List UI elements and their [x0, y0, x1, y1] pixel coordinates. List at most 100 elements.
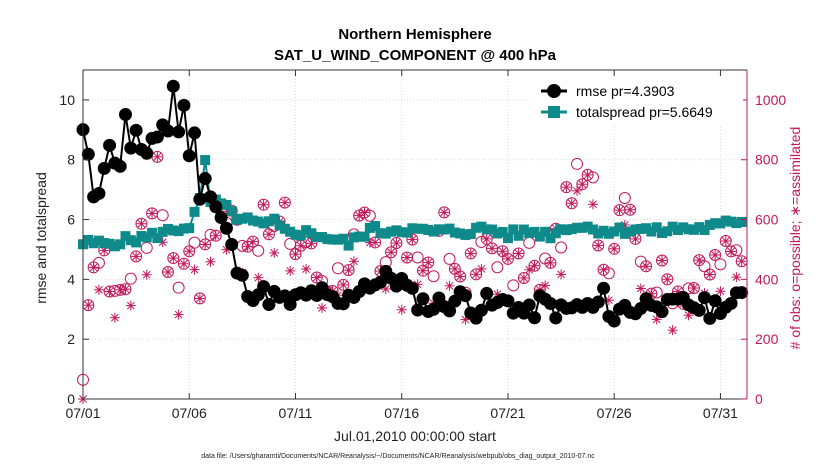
- star-stroke: [381, 285, 390, 293]
- legend-spread-label: totalspread pr=5.6649: [576, 104, 713, 120]
- obs-assimilated-marker: [704, 269, 715, 280]
- obs-possible-marker: [565, 197, 578, 210]
- obs-assimilated-marker: [194, 293, 205, 304]
- star-stroke: [615, 206, 624, 215]
- star-stroke: [440, 208, 449, 217]
- obs-possible-marker: [438, 206, 451, 219]
- spread-point: [232, 214, 243, 225]
- y-tick-label-right: 400: [755, 271, 779, 287]
- star-stroke: [249, 237, 257, 246]
- spread-point: [311, 232, 322, 243]
- spread-point: [364, 222, 375, 233]
- obs-assimilated-marker: [667, 325, 678, 336]
- obs-possible-marker: [650, 286, 663, 299]
- obs-assimilated-marker: [136, 218, 147, 229]
- star-stroke: [578, 180, 587, 189]
- spread-point: [635, 223, 646, 234]
- rmse-point: [140, 146, 154, 160]
- star-stroke: [636, 284, 645, 293]
- obs-assimilated-marker: [497, 246, 508, 257]
- star-stroke: [84, 301, 93, 310]
- spread-point: [417, 223, 428, 234]
- spread-point: [625, 226, 636, 237]
- spread-point: [348, 232, 359, 243]
- obs-assimilated-marker: [545, 257, 556, 268]
- spread-point: [550, 228, 561, 239]
- star-stroke: [711, 251, 720, 259]
- x-tick-label: 07/11: [278, 405, 312, 421]
- obs-possible-marker: [443, 252, 456, 265]
- obs-assimilated-marker: [131, 251, 142, 262]
- rmse-point: [703, 311, 717, 325]
- rmse-point: [129, 123, 143, 137]
- obs-assimilated-marker: [210, 230, 221, 241]
- star-stroke: [589, 200, 597, 209]
- y-tick-label-left: 6: [67, 212, 75, 228]
- star-stroke: [567, 199, 576, 208]
- rmse-point: [427, 302, 441, 316]
- star-stroke: [732, 273, 741, 282]
- obs-assimilated-marker: [189, 264, 200, 275]
- obs-assimilated-marker: [152, 151, 163, 162]
- obs-possible-marker: [719, 235, 732, 248]
- star-stroke: [265, 230, 273, 239]
- spread-point: [455, 228, 466, 239]
- spread-point: [391, 225, 402, 236]
- star-stroke: [419, 266, 427, 275]
- rmse-point: [373, 275, 387, 289]
- spread-series: [78, 155, 747, 252]
- chart-subtitle: SAT_U_WIND_COMPONENT @ 400 hPa: [274, 47, 557, 64]
- star-stroke: [642, 262, 650, 271]
- spread-point: [317, 232, 328, 243]
- obs-possible-marker: [252, 244, 265, 257]
- obs-assimilated-marker: [556, 269, 567, 280]
- obs-possible-marker: [363, 209, 376, 222]
- obs-assimilated-marker: [731, 272, 742, 283]
- star-stroke: [110, 313, 119, 322]
- legend-rmse-marker: [547, 84, 561, 98]
- rmse-point: [203, 190, 217, 204]
- rmse-point: [591, 295, 605, 309]
- star-stroke: [504, 254, 512, 263]
- obs-possible-marker: [618, 192, 631, 205]
- obs-assimilated-marker: [651, 314, 662, 325]
- star-stroke: [541, 281, 550, 290]
- star-stroke: [164, 268, 172, 276]
- spread-point: [189, 206, 200, 217]
- spread-point: [657, 227, 668, 238]
- spread-point: [524, 228, 535, 239]
- obs-possible-marker: [608, 242, 621, 255]
- star-stroke: [658, 256, 666, 265]
- star-stroke: [562, 183, 571, 192]
- spread-point: [279, 223, 290, 234]
- obs-possible-marker: [406, 233, 419, 246]
- obs-assimilated-marker: [184, 246, 195, 257]
- spread-point: [423, 224, 434, 235]
- spread-point: [338, 233, 349, 244]
- obs-possible-marker: [427, 270, 440, 283]
- obs-possible-marker: [581, 168, 594, 181]
- star-stroke: [185, 247, 194, 256]
- star-stroke: [663, 275, 672, 284]
- spread-point: [683, 224, 694, 235]
- star-stroke: [498, 247, 507, 256]
- obs-assimilated-marker: [481, 233, 492, 244]
- spread-point: [672, 225, 683, 236]
- spread-point: [380, 228, 391, 239]
- spread-point: [545, 233, 556, 244]
- spread-point: [402, 227, 413, 238]
- obs-possible-marker: [183, 245, 196, 258]
- rmse-point: [543, 297, 557, 311]
- obs-assimilated-marker: [141, 269, 152, 280]
- spread-point: [726, 216, 737, 227]
- star-stroke: [142, 270, 151, 279]
- spread-point: [508, 224, 519, 235]
- spread-point: [322, 234, 333, 245]
- spread-point: [370, 221, 381, 232]
- star-stroke: [546, 258, 555, 267]
- spread-point: [136, 230, 147, 241]
- star-stroke: [445, 281, 454, 290]
- chart-title: Northern Hemisphere: [338, 26, 491, 43]
- rmse-point: [443, 304, 457, 318]
- spread-point: [157, 226, 168, 237]
